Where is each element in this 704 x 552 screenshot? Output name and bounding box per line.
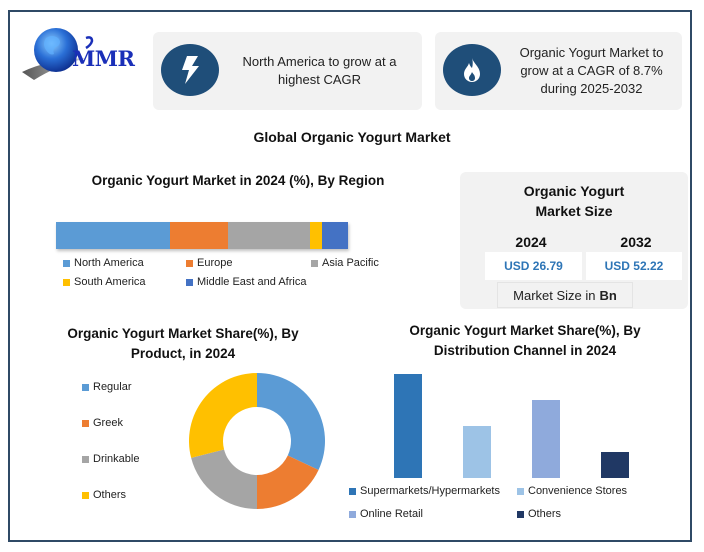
bar-segment-europe (169, 222, 229, 249)
info-card-cagr: Organic Yogurt Market to grow at a CAGR … (435, 32, 682, 110)
legend-swatch (82, 383, 89, 391)
legend-item-greek: Greek (82, 417, 123, 429)
legend-item-others: Others (82, 489, 126, 501)
market-size-unit: Market Size in Bn (497, 282, 633, 308)
legend-swatch (82, 455, 89, 463)
product-chart-title: Organic Yogurt Market Share(%), By Produ… (67, 326, 299, 361)
legend-item-others: Others (517, 508, 561, 520)
legend-swatch (186, 278, 193, 286)
legend-swatch (82, 419, 89, 427)
distribution-chart-title: Organic Yogurt Market Share(%), By Distr… (409, 323, 641, 358)
bar-others (601, 452, 629, 478)
bar-supermarkets-hypermarkets (394, 374, 422, 478)
donut-slice-drinkable (191, 449, 257, 509)
product-donut-chart (189, 373, 325, 509)
bar-convenience-stores (463, 426, 491, 478)
donut-slice-others (189, 373, 257, 458)
info-text: North America to grow at a highest CAGR (242, 54, 397, 87)
legend-swatch (63, 259, 70, 267)
market-size-panel: Organic Yogurt Market Size 2024 2032 USD… (460, 172, 688, 309)
legend-label: Convenience Stores (528, 485, 628, 497)
year-2024-label: 2024 (515, 234, 547, 250)
legend-item-europe: Europe (186, 257, 232, 269)
legend-swatch (349, 487, 356, 495)
legend-item-regular: Regular (82, 381, 132, 393)
bar-segment-north-america (56, 222, 170, 249)
legend-item-drinkable: Drinkable (82, 453, 139, 465)
legend-swatch (517, 487, 524, 495)
legend-label: Regular (93, 381, 132, 393)
legend-label: Greek (93, 417, 123, 429)
legend-swatch (517, 510, 524, 518)
info-text: Organic Yogurt Market to grow at a CAGR … (519, 45, 664, 96)
legend-item-asia-pacific: Asia Pacific (311, 257, 379, 269)
legend-label: Online Retail (360, 508, 423, 520)
logo-text: MMR (72, 46, 135, 71)
legend-label: Europe (197, 257, 233, 269)
bar-segment-south-america (310, 222, 322, 249)
bar-segment-asia-pacific (228, 222, 311, 249)
info-card-north-america: North America to grow at a highest CAGR (153, 32, 422, 110)
unit-bold: Bn (599, 287, 617, 303)
value-2024: USD 26.79 (485, 252, 582, 280)
legend-swatch (311, 259, 318, 267)
bar-segment-middle-east-and-africa (321, 222, 348, 249)
lightning-bolt-icon (161, 44, 219, 96)
region-chart-title: Organic Yogurt Market in 2024 (%), By Re… (91, 173, 385, 188)
legend-item-supermarkets-hypermarkets: Supermarkets/Hypermarkets (349, 485, 500, 497)
legend-swatch (82, 491, 89, 499)
legend-label: South America (74, 276, 146, 288)
legend-item-middle-east-and-africa: Middle East and Africa (186, 276, 306, 288)
legend-label: Others (93, 489, 127, 501)
legend-item-south-america: South America (63, 276, 146, 288)
flame-icon (443, 44, 501, 96)
legend-item-online-retail: Online Retail (349, 508, 423, 520)
unit-prefix: Market Size in (513, 287, 596, 303)
legend-item-convenience-stores: Convenience Stores (517, 485, 627, 497)
year-2032-label: 2032 (620, 234, 652, 250)
legend-label: Asia Pacific (322, 257, 379, 269)
legend-label: Middle East and Africa (197, 276, 307, 288)
value-2032: USD 52.22 (586, 252, 682, 280)
legend-swatch (186, 259, 193, 267)
donut-slice-regular (257, 373, 325, 470)
donut-slice-greek (257, 455, 319, 509)
legend-label: Drinkable (93, 453, 140, 465)
legend-label: North America (74, 257, 144, 269)
legend-label: Others (528, 508, 562, 520)
legend-label: Supermarkets/Hypermarkets (360, 485, 500, 497)
legend-swatch (349, 510, 356, 518)
legend-swatch (63, 278, 70, 286)
mmr-logo: MMR (16, 20, 146, 90)
region-stacked-bar (56, 222, 348, 249)
market-size-title: Organic Yogurt Market Size (523, 183, 625, 219)
bar-online-retail (532, 400, 560, 478)
globe-icon (22, 28, 94, 80)
legend-item-north-america: North America (63, 257, 144, 269)
page-title: Global Organic Yogurt Market (253, 129, 451, 145)
